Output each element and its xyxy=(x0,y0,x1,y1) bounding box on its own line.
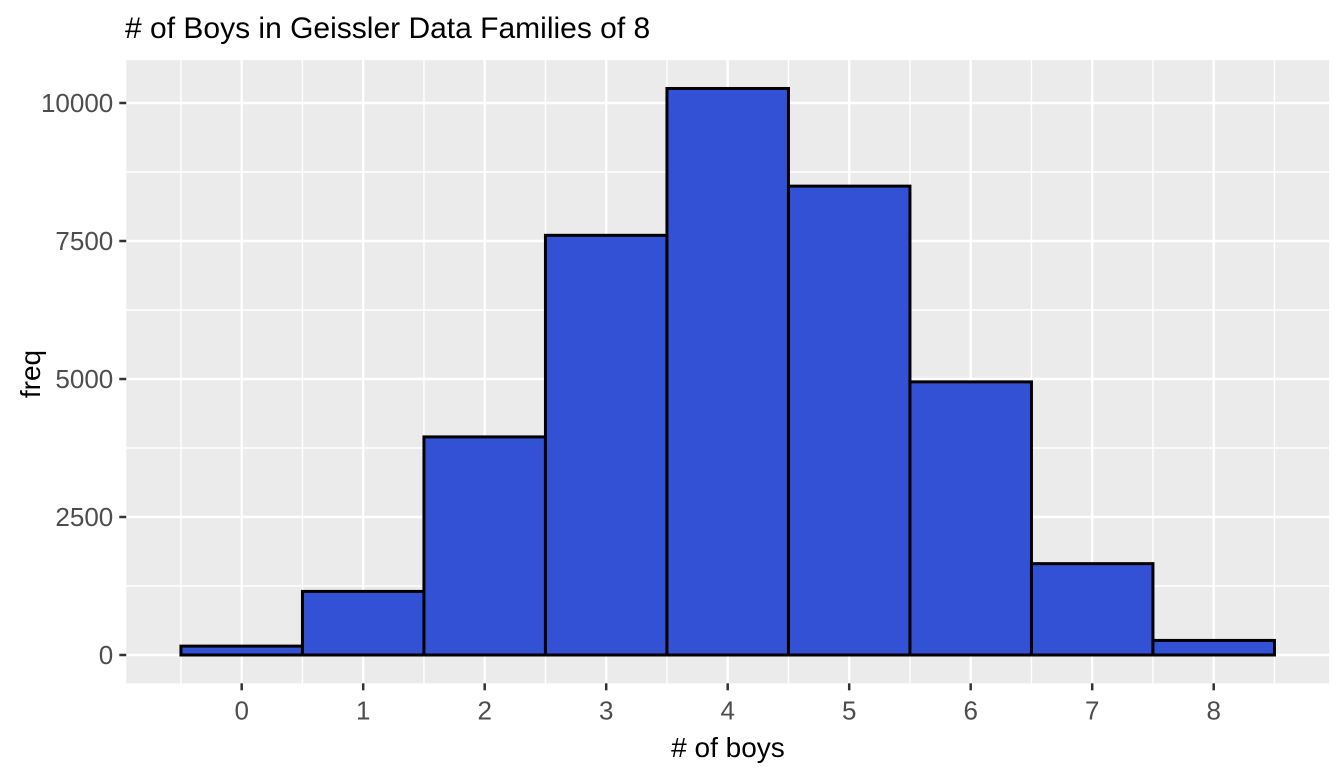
x-tick-label: 3 xyxy=(599,695,613,725)
x-tick-label: 2 xyxy=(477,695,491,725)
plot-title: # of Boys in Geissler Data Families of 8 xyxy=(125,12,651,45)
histogram-bar xyxy=(422,435,547,657)
histogram-bar xyxy=(179,644,304,657)
histogram-bar xyxy=(1029,562,1155,657)
y-tick-label: 5000 xyxy=(55,364,113,394)
histogram-bar xyxy=(786,184,912,657)
x-tick-label: 8 xyxy=(1206,695,1220,725)
x-tick-label: 7 xyxy=(1085,695,1099,725)
histogram-bar xyxy=(543,233,669,657)
histogram-bar xyxy=(1151,638,1276,657)
x-tick-label: 0 xyxy=(234,695,248,725)
x-axis-title: # of boys xyxy=(671,732,785,763)
y-tick-label: 7500 xyxy=(55,226,113,256)
histogram-bar xyxy=(665,86,790,657)
y-axis-title: freq xyxy=(15,349,46,399)
x-tick-label: 5 xyxy=(842,695,856,725)
x-tick-label: 4 xyxy=(720,695,734,725)
x-tick-label: 1 xyxy=(356,695,370,725)
histogram-bar xyxy=(908,380,1033,657)
y-tick-label: 0 xyxy=(99,640,113,670)
histogram-bar xyxy=(300,589,426,657)
y-tick-label: 2500 xyxy=(55,502,113,532)
x-tick-label: 6 xyxy=(963,695,977,725)
y-tick-label: 10000 xyxy=(41,88,113,118)
